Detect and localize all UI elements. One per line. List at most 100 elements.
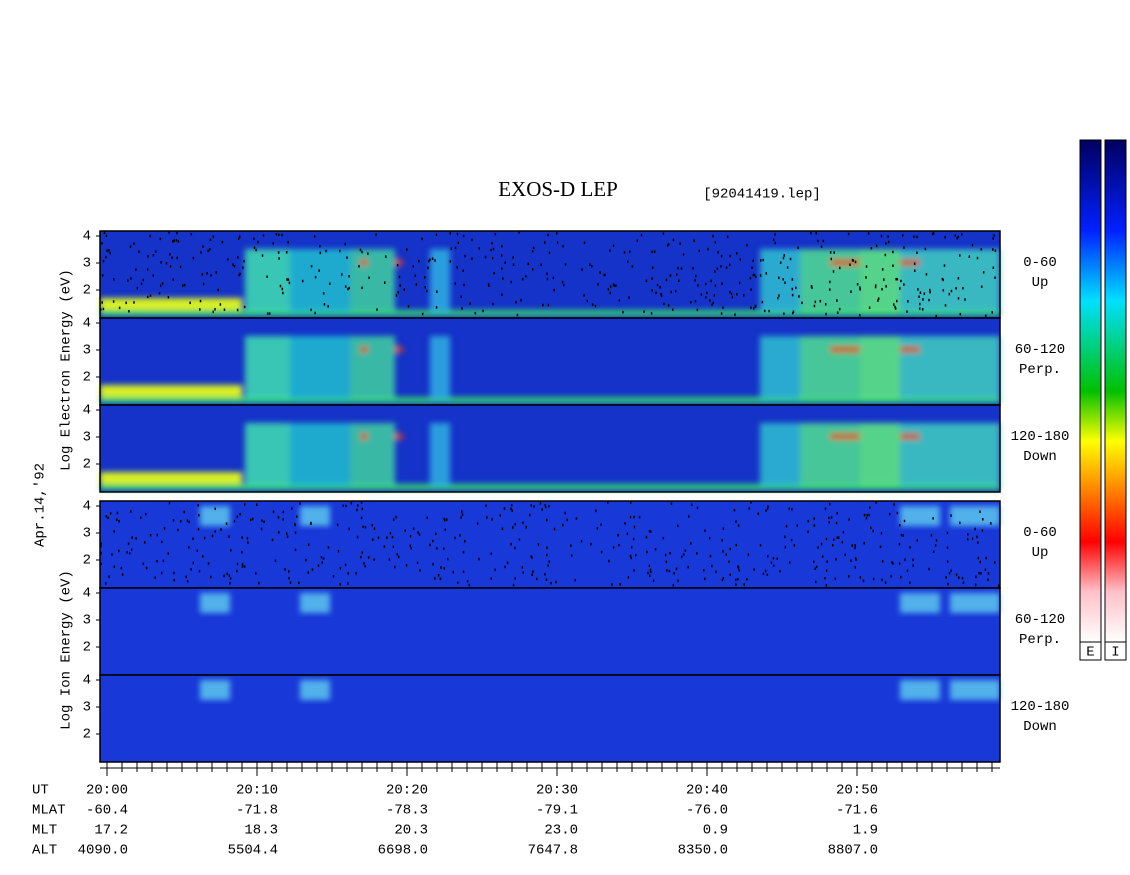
table-cell: 20:20 (386, 783, 428, 799)
noise (993, 234, 995, 237)
noise (690, 301, 692, 304)
noise (916, 251, 918, 255)
noise (838, 307, 841, 311)
pitch-direction: Down (1023, 449, 1057, 465)
noise (525, 275, 527, 278)
noise (135, 268, 137, 271)
ion-feature (900, 680, 940, 700)
spectral-feature (760, 336, 800, 399)
noise (752, 273, 755, 277)
noise (536, 577, 538, 581)
noise (202, 555, 204, 558)
noise (928, 298, 930, 302)
noise (877, 297, 880, 300)
noise (288, 577, 290, 580)
noise (424, 276, 426, 279)
noise (478, 247, 480, 250)
noise (100, 308, 102, 311)
noise (562, 523, 564, 527)
noise (435, 306, 438, 309)
noise (225, 522, 228, 525)
noise (962, 581, 965, 585)
noise (491, 241, 493, 245)
noise (339, 582, 341, 586)
noise (532, 570, 534, 573)
ion-feature (300, 680, 330, 700)
noise (753, 273, 756, 277)
panel (99, 587, 1001, 676)
noise (442, 547, 445, 550)
noise (648, 529, 651, 533)
noise (257, 240, 259, 244)
noise (829, 502, 831, 506)
noise (650, 570, 652, 574)
noise (737, 566, 740, 570)
noise (997, 584, 1000, 587)
noise (545, 578, 548, 581)
noise (126, 551, 128, 554)
noise (663, 302, 665, 306)
noise (314, 311, 316, 315)
colorbar-box (1079, 641, 1102, 661)
noise (836, 512, 838, 515)
noise (697, 284, 699, 287)
noise (128, 309, 130, 313)
noise (900, 279, 902, 283)
noise (977, 541, 979, 544)
noise (212, 310, 214, 314)
noise (397, 555, 400, 559)
noise (817, 546, 819, 549)
noise (779, 261, 782, 264)
noise (149, 534, 152, 537)
energy-tick-label: 2 (83, 640, 91, 656)
noise (881, 268, 884, 271)
noise (145, 566, 148, 570)
noise (919, 302, 921, 306)
noise (100, 562, 102, 566)
noise (492, 302, 494, 306)
noise (319, 251, 322, 255)
noise (550, 581, 552, 585)
noise (436, 547, 438, 550)
noise (241, 563, 244, 566)
noise (415, 283, 418, 286)
noise (834, 577, 837, 580)
noise (714, 241, 717, 244)
noise (705, 296, 707, 299)
noise (113, 530, 115, 533)
noise (396, 263, 399, 267)
noise (698, 249, 700, 253)
low-energy-band (100, 298, 242, 312)
noise (612, 546, 615, 549)
noise (734, 578, 737, 582)
noise (418, 533, 421, 536)
noise (491, 518, 493, 521)
noise (883, 278, 885, 281)
panel-texture (100, 249, 1000, 316)
noise (795, 286, 797, 290)
noise (651, 277, 653, 280)
noise (580, 540, 583, 543)
noise (367, 252, 369, 255)
noise (386, 536, 388, 539)
noise (961, 233, 963, 236)
noise (959, 312, 962, 316)
noise (881, 559, 884, 563)
energy-tick-label: 4 (83, 499, 91, 515)
noise (887, 240, 890, 244)
noise (492, 247, 495, 251)
noise (375, 233, 377, 236)
noise (443, 567, 446, 570)
noise (518, 231, 520, 234)
noise (735, 252, 738, 255)
noise (431, 257, 434, 260)
noise (609, 249, 611, 252)
noise (722, 306, 724, 309)
noise (278, 257, 280, 260)
noise (790, 538, 793, 542)
noise (798, 295, 800, 298)
spectral-feature (290, 249, 350, 312)
noise (652, 579, 655, 582)
noise (636, 239, 639, 242)
low-energy-band (100, 397, 1000, 403)
